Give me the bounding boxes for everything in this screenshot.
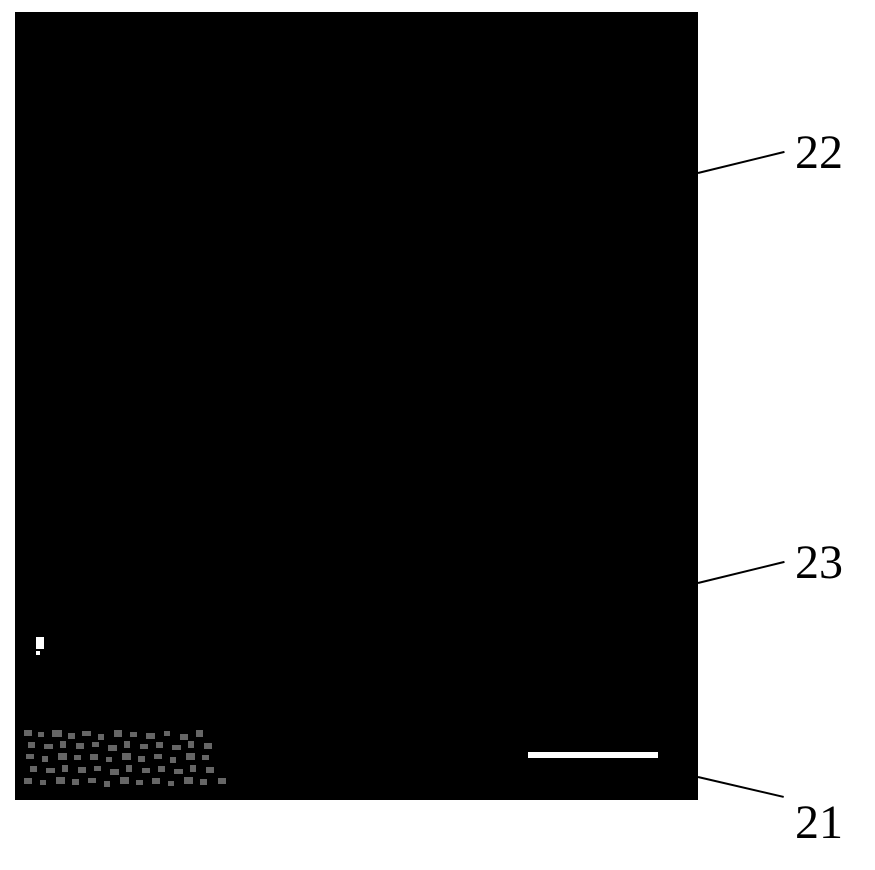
noise-cell [190,765,196,772]
noise-cell [202,755,209,760]
noise-cell [38,732,44,737]
noise-cell [126,765,132,772]
noise-cell [40,780,46,785]
noise-cell [158,766,165,772]
noise-cell [52,730,62,737]
noise-cell [108,745,117,751]
noise-cell [78,767,86,773]
noise-cell [74,755,81,760]
noise-cell [124,741,130,748]
noise-cell [142,768,150,773]
noise-cell [76,743,84,749]
noise-cell [154,754,162,759]
noise-cell [164,731,170,736]
small-marker-1 [36,637,44,649]
noise-cell [184,777,193,784]
noise-cell [180,734,188,740]
noise-cell [72,779,79,785]
label-23: 23 [795,535,843,590]
noise-cell [44,744,53,749]
noise-cell [196,730,203,737]
noise-cell [174,769,183,774]
small-marker-2 [36,651,40,655]
image-box [15,12,698,800]
noise-cell [206,767,214,773]
noise-region [24,730,234,790]
noise-cell [28,742,35,748]
noise-cell [136,780,143,785]
scale-bar [528,752,658,758]
noise-cell [218,778,226,784]
noise-cell [168,781,174,786]
label-21: 21 [795,795,843,850]
noise-cell [152,778,160,784]
noise-cell [188,741,194,748]
noise-cell [120,777,129,784]
noise-cell [140,744,148,749]
noise-cell [114,730,122,737]
noise-cell [94,766,101,771]
noise-cell [104,781,110,787]
noise-cell [88,778,96,783]
noise-cell [60,741,66,748]
noise-cell [58,753,67,760]
label-22: 22 [795,125,843,180]
noise-cell [204,743,212,749]
noise-cell [92,742,99,747]
noise-cell [138,756,145,762]
noise-cell [130,732,137,737]
noise-cell [200,779,207,785]
noise-cell [170,757,176,763]
leader-line-23 [698,561,784,584]
noise-cell [42,756,48,762]
noise-cell [46,768,55,773]
noise-cell [122,753,131,760]
noise-cell [98,734,104,740]
noise-cell [146,733,155,739]
noise-cell [26,754,34,759]
noise-cell [110,769,119,775]
noise-cell [24,730,32,736]
noise-cell [90,754,98,760]
leader-line-22 [698,151,784,174]
noise-cell [186,753,195,760]
noise-cell [24,778,32,784]
noise-cell [106,757,112,762]
noise-cell [56,777,65,784]
noise-cell [82,731,91,736]
noise-cell [156,742,163,748]
noise-cell [172,745,181,750]
noise-cell [30,766,37,772]
noise-cell [62,765,68,772]
leader-line-21 [698,776,784,798]
noise-cell [68,733,75,739]
